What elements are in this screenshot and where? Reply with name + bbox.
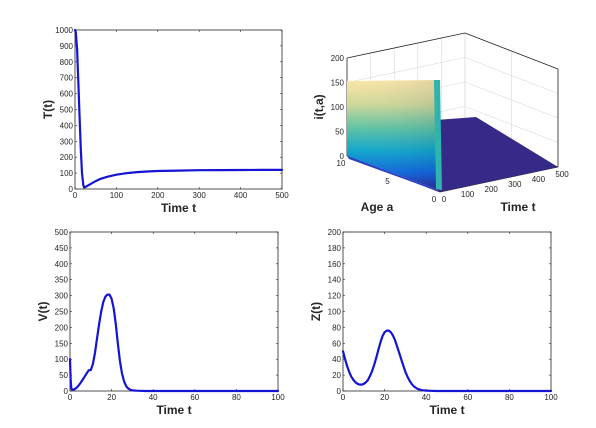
xtick-label-Z: 100 xyxy=(544,393,558,402)
xtick-label-Z: 20 xyxy=(380,393,389,402)
xtick-label-Z: 0 xyxy=(341,393,346,402)
tick-label-t: 500 xyxy=(555,170,569,179)
ytick-label-Z: 60 xyxy=(332,339,341,348)
ytick-label-V: 450 xyxy=(55,244,69,253)
ytick-label-V: 100 xyxy=(55,355,69,364)
xtick-label-Z: 80 xyxy=(505,393,514,402)
i-zlabel: i(t,a) xyxy=(312,94,326,119)
surface-initial-sheet-shade xyxy=(347,80,436,189)
xtick-label-Z: 40 xyxy=(422,393,431,402)
ytick-label-V: 200 xyxy=(55,323,69,332)
ytick-label-T: 800 xyxy=(60,58,74,67)
ytick-label-V: 300 xyxy=(55,292,69,301)
i-xlabel: Time t xyxy=(500,200,535,214)
axes-box-T xyxy=(74,29,283,190)
xlabel-V: Time t xyxy=(156,403,191,417)
ytick-label-T: 500 xyxy=(60,106,74,115)
ytick-label-V: 350 xyxy=(55,276,69,285)
xtick-label-T: 200 xyxy=(151,191,165,200)
ytick-label-T: 300 xyxy=(60,137,74,146)
tick-label-a: 0 xyxy=(432,195,437,204)
surface-zero-floor xyxy=(436,117,558,192)
surface-sheet xyxy=(347,80,558,192)
xlabel-Z: Time t xyxy=(429,403,464,417)
ytick-label-T: 1000 xyxy=(55,26,73,35)
xtick-label-T: 100 xyxy=(110,191,124,200)
ytick-label-Z: 0 xyxy=(337,387,342,396)
xtick-label-T: 400 xyxy=(234,191,248,200)
xtick-label-V: 80 xyxy=(232,393,241,402)
xtick-label-V: 60 xyxy=(190,393,199,402)
xlabel-T: Time t xyxy=(161,201,196,215)
axis-edge xyxy=(464,32,559,70)
xtick-label-T: 500 xyxy=(275,191,289,200)
ylabel-T: T(t) xyxy=(41,100,55,119)
tick-label-z: 200 xyxy=(331,54,345,63)
surface-front-edge xyxy=(347,156,440,192)
axis-edge xyxy=(346,32,466,59)
ytick-label-V: 150 xyxy=(55,339,69,348)
ytick-label-V: 50 xyxy=(59,371,68,380)
ytick-label-Z: 200 xyxy=(328,228,342,237)
tick-label-a: 10 xyxy=(337,159,346,168)
xtick-label-V: 0 xyxy=(68,393,73,402)
xtick-label-V: 100 xyxy=(271,393,285,402)
tick-label-t: 0 xyxy=(442,195,447,204)
ytick-label-Z: 40 xyxy=(332,355,341,364)
panel-Z: 0 20 40 60 80 100 0 20 40 60 80 100 120 140 160 180 200 T… xyxy=(309,228,558,417)
ytick-label-V: 0 xyxy=(64,387,69,396)
surface-step-edge xyxy=(434,80,442,190)
series-line-Z xyxy=(341,329,553,393)
i-ylabel: Age a xyxy=(361,200,394,214)
ytick-label-T: 0 xyxy=(69,185,74,194)
xtick-label-V: 20 xyxy=(107,393,116,402)
series-line-V xyxy=(68,293,280,393)
tick-label-t: 100 xyxy=(461,190,475,199)
tick-label-z: 100 xyxy=(331,103,345,112)
ylabel-V: V(t) xyxy=(36,302,50,322)
grid-line xyxy=(346,57,466,83)
panel-V: 0 20 40 60 80 100 0 50 100 150 200 250 300 350 400 450 5… xyxy=(36,228,285,417)
ytick-label-T: 600 xyxy=(60,90,74,99)
xtick-label-T: 0 xyxy=(73,191,78,200)
ytick-label-Z: 180 xyxy=(328,244,342,253)
ytick-label-T: 100 xyxy=(60,169,74,178)
ytick-label-Z: 20 xyxy=(332,371,341,380)
ytick-label-T: 200 xyxy=(60,153,74,162)
panel-T: 0 100 200 300 400 500 0 100 200 300 400 500 600 700 80… xyxy=(41,26,289,215)
ytick-label-Z: 100 xyxy=(328,308,342,317)
ytick-label-Z: 140 xyxy=(328,276,342,285)
ytick-label-V: 500 xyxy=(55,228,69,237)
ytick-label-V: 250 xyxy=(55,308,69,317)
tick-label-z: 150 xyxy=(331,79,345,88)
xtick-label-T: 300 xyxy=(193,191,207,200)
series-line-T xyxy=(73,28,284,189)
tick-label-t: 300 xyxy=(508,180,522,189)
tick-label-t: 200 xyxy=(485,185,499,194)
ytick-label-Z: 120 xyxy=(328,292,342,301)
tick-label-t: 400 xyxy=(532,175,546,184)
xtick-label-V: 40 xyxy=(149,393,158,402)
tick-label-z: 0 xyxy=(340,152,345,161)
ylabel-Z: Z(t) xyxy=(309,302,323,321)
ytick-label-T: 900 xyxy=(60,42,74,51)
ytick-label-V: 400 xyxy=(55,260,69,269)
ytick-label-Z: 160 xyxy=(328,260,342,269)
ytick-label-Z: 80 xyxy=(332,323,341,332)
ytick-label-T: 700 xyxy=(60,74,74,83)
xtick-label-Z: 60 xyxy=(463,393,472,402)
ytick-label-T: 400 xyxy=(60,121,74,130)
tick-label-z: 50 xyxy=(335,128,344,137)
tick-label-a: 5 xyxy=(385,177,390,186)
surface-axis-labels: i(t,a) Age a Time t xyxy=(312,94,536,214)
